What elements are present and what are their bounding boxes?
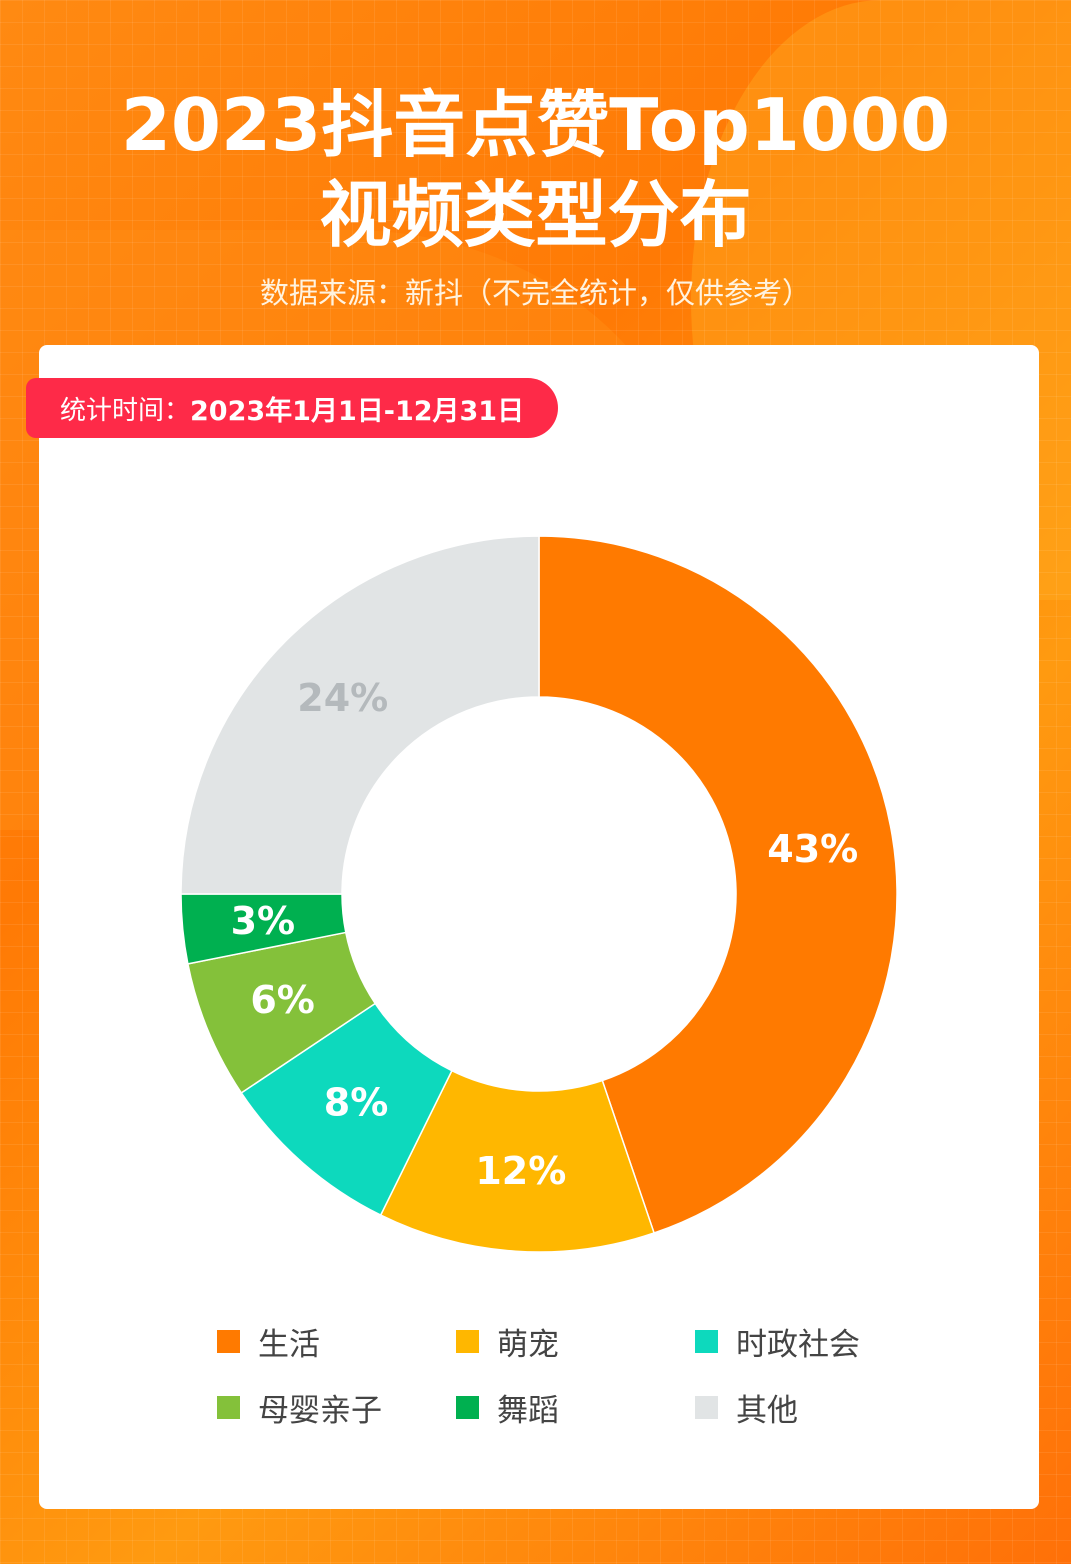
legend-label: 萌宠 xyxy=(497,1326,559,1363)
chart-legend: 生活 萌宠 时政社会母婴亲子 舞蹈 其他 xyxy=(217,1325,925,1429)
data-source: 数据来源：新抖（不完全统计，仅供参考） xyxy=(259,276,811,310)
slice-label: 8% xyxy=(324,1081,389,1125)
legend-swatch xyxy=(217,1395,240,1419)
donut-slice-1 xyxy=(538,535,898,1234)
legend-item: 母婴亲子 xyxy=(217,1391,456,1429)
legend-label: 母婴亲子 xyxy=(258,1392,382,1429)
legend-swatch xyxy=(456,1329,479,1353)
legend-item: 其他 xyxy=(695,1391,925,1429)
donut-slice-6 xyxy=(180,535,540,895)
slice-label: 43% xyxy=(767,827,858,871)
slice-label: 12% xyxy=(475,1149,566,1193)
page-title-line2: 视频类型分布 xyxy=(319,173,752,257)
legend-swatch xyxy=(695,1329,718,1353)
slice-label: 6% xyxy=(250,978,315,1022)
legend-label: 其他 xyxy=(736,1392,798,1429)
legend-swatch xyxy=(456,1395,479,1419)
badge-value: 2023年1月1日-12月31日 xyxy=(190,395,525,427)
legend-item: 生活 xyxy=(217,1325,456,1363)
slice-label: 3% xyxy=(231,899,296,943)
legend-item: 萌宠 xyxy=(456,1325,695,1363)
legend-item: 舞蹈 xyxy=(456,1391,695,1429)
legend-label: 生活 xyxy=(258,1326,320,1363)
time-range-badge: 统计时间： 2023年1月1日-12月31日 xyxy=(26,378,559,438)
page-title-line1: 2023抖音点赞Top1000 xyxy=(120,83,951,167)
legend-item: 时政社会 xyxy=(695,1325,925,1363)
legend-label: 时政社会 xyxy=(736,1326,860,1363)
legend-label: 舞蹈 xyxy=(497,1392,559,1429)
legend-swatch xyxy=(695,1395,718,1419)
badge-label: 统计时间： xyxy=(60,395,191,426)
slice-label: 24% xyxy=(297,676,388,720)
legend-swatch xyxy=(217,1329,240,1353)
